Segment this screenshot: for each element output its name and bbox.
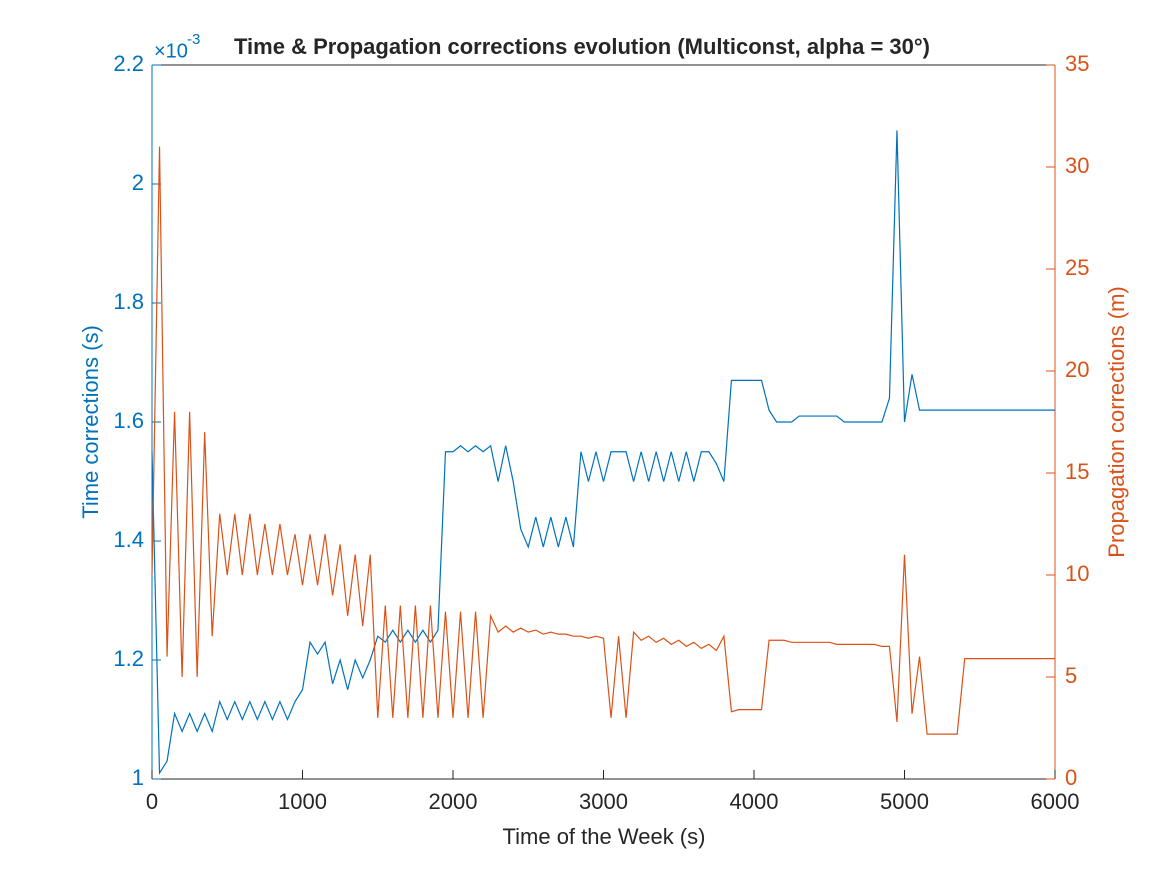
chart-title: Time & Propagation corrections evolution… — [234, 34, 930, 59]
y-tick-label: 1.6 — [113, 408, 144, 433]
y-tick-label: 2.2 — [113, 51, 144, 76]
y2-tick-label: 20 — [1065, 357, 1089, 382]
y2-tick-label: 15 — [1065, 459, 1089, 484]
y2-tick-label: 5 — [1065, 663, 1077, 688]
x-tick-label: 3000 — [579, 789, 628, 814]
x-tick-label: 0 — [146, 789, 158, 814]
y-tick-label: 1.4 — [113, 527, 144, 552]
y-tick-label: 2 — [132, 170, 144, 195]
x-tick-label: 5000 — [880, 789, 929, 814]
x-tick-label: 1000 — [278, 789, 327, 814]
y-axis-label: Time corrections (s) — [78, 325, 103, 519]
x-tick-label: 6000 — [1031, 789, 1080, 814]
y2-tick-label: 35 — [1065, 51, 1089, 76]
x-tick-label: 2000 — [429, 789, 478, 814]
y-tick-label: 1 — [132, 765, 144, 790]
y-multiplier-base: ×10 — [154, 40, 188, 62]
x-tick-label: 4000 — [730, 789, 779, 814]
x-axis-label: Time of the Week (s) — [503, 824, 706, 849]
y2-tick-label: 30 — [1065, 153, 1089, 178]
y2-tick-label: 10 — [1065, 561, 1089, 586]
y-tick-label: 1.8 — [113, 289, 144, 314]
y2-tick-label: 0 — [1065, 765, 1077, 790]
series-line — [151, 146, 1055, 735]
y2-tick-label: 25 — [1065, 255, 1089, 280]
y-multiplier-exponent: -3 — [187, 31, 200, 48]
y2-axis-label: Propagation corrections (m) — [1104, 286, 1129, 557]
series-line — [151, 130, 1055, 776]
y-tick-label: 1.2 — [113, 646, 144, 671]
